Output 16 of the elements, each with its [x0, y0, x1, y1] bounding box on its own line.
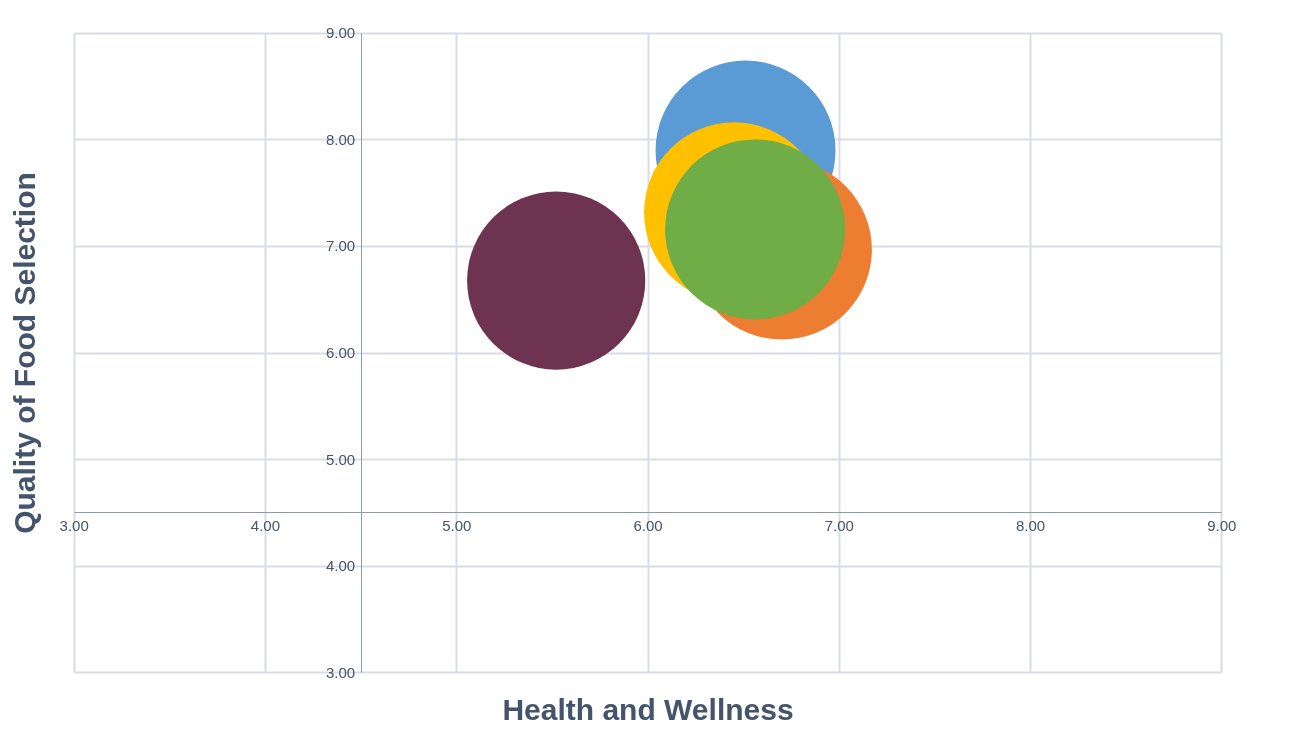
y-tick-label: 5.00 [325, 450, 356, 468]
x-tick-label: 9.00 [1207, 516, 1237, 534]
y-tick-label: 7.00 [325, 237, 356, 255]
y-tick-label: 9.00 [325, 24, 356, 42]
x-tick-label: 3.00 [59, 516, 89, 534]
x-axis-title: Health and Wellness [502, 692, 794, 726]
y-tick-label: 3.00 [325, 663, 356, 681]
x-tick-label: 8.00 [1015, 516, 1046, 534]
y-tick-label: 4.00 [325, 557, 356, 575]
x-tick-label: 5.00 [442, 516, 472, 534]
x-tick-label: 6.00 [633, 516, 663, 534]
x-tick-label: 7.00 [824, 516, 854, 534]
y-axis-title: Quality of Food Selection [7, 172, 41, 534]
y-tick-label: 8.00 [325, 130, 356, 148]
x-tick-label: 4.00 [250, 516, 281, 534]
y-tick-label: 6.00 [325, 344, 356, 361]
